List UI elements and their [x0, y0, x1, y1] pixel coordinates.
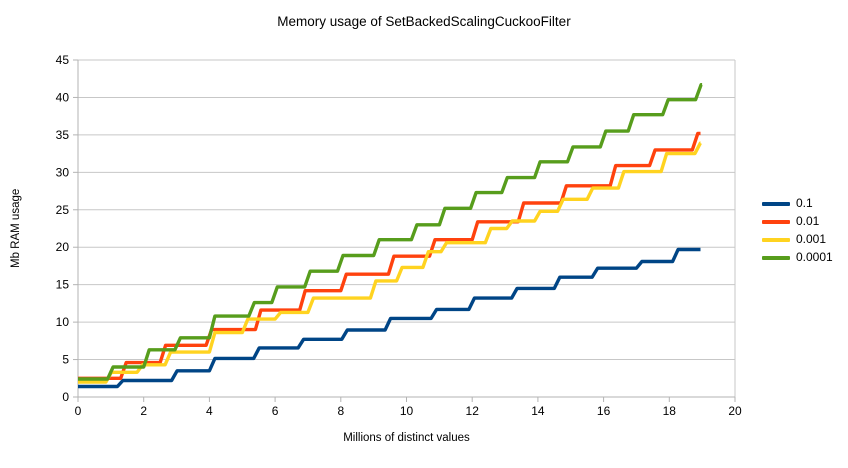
y-tick-label-40: 40	[56, 90, 70, 104]
y-tick-label-45: 45	[56, 53, 70, 67]
y-tick-label-35: 35	[56, 128, 70, 142]
y-tick-label-0: 0	[62, 390, 69, 404]
legend-item: 0.01	[762, 215, 833, 228]
legend-swatch-0.0001	[762, 255, 790, 260]
legend-label: 0.001	[796, 232, 827, 246]
x-tick-label-10: 10	[400, 404, 414, 418]
x-tick-label-20: 20	[728, 404, 742, 418]
series-line-0.1	[78, 247, 701, 389]
x-tick-label-0: 0	[75, 404, 82, 418]
x-tick-label-6: 6	[272, 404, 279, 418]
legend-label: 0.1	[796, 196, 813, 210]
x-tick-label-12: 12	[466, 404, 480, 418]
y-tick-label-10: 10	[56, 315, 70, 329]
x-tick-label-8: 8	[337, 404, 344, 418]
legend-swatch-0.001	[762, 237, 790, 242]
series-line-0.01	[78, 131, 701, 380]
legend: 0.1 0.01 0.001 0.0001	[762, 197, 833, 264]
chart-title: Memory usage of SetBackedScalingCuckooFi…	[277, 14, 571, 29]
legend-item: 0.1	[762, 197, 833, 210]
x-axis-title: Millions of distinct values	[343, 432, 470, 444]
y-tick-label-30: 30	[56, 165, 70, 179]
series-line-0.0001	[78, 83, 703, 381]
gridlines	[78, 59, 736, 397]
y-tick-label-25: 25	[56, 203, 70, 217]
y-tick-label-20: 20	[56, 240, 70, 254]
tick-marks	[73, 59, 736, 402]
legend-label: 0.01	[796, 214, 820, 228]
tick-labels: 0 5 10 15 20 25 30 35 40 45 0 2 4 6 8 10 12 14 16 18 20	[56, 53, 742, 418]
y-tick-label-15: 15	[56, 278, 70, 292]
legend-item: 0.001	[762, 233, 833, 246]
x-tick-label-4: 4	[206, 404, 213, 418]
legend-swatch-0.01	[762, 219, 790, 224]
x-tick-label-14: 14	[531, 404, 545, 418]
legend-label: 0.0001	[796, 250, 833, 264]
legend-swatch-0.1	[762, 201, 790, 206]
x-tick-label-18: 18	[663, 404, 677, 418]
legend-item: 0.0001	[762, 251, 833, 264]
y-tick-label-5: 5	[62, 353, 69, 367]
x-tick-label-2: 2	[140, 404, 147, 418]
series-line-0.001	[78, 141, 703, 384]
x-tick-label-16: 16	[597, 404, 611, 418]
